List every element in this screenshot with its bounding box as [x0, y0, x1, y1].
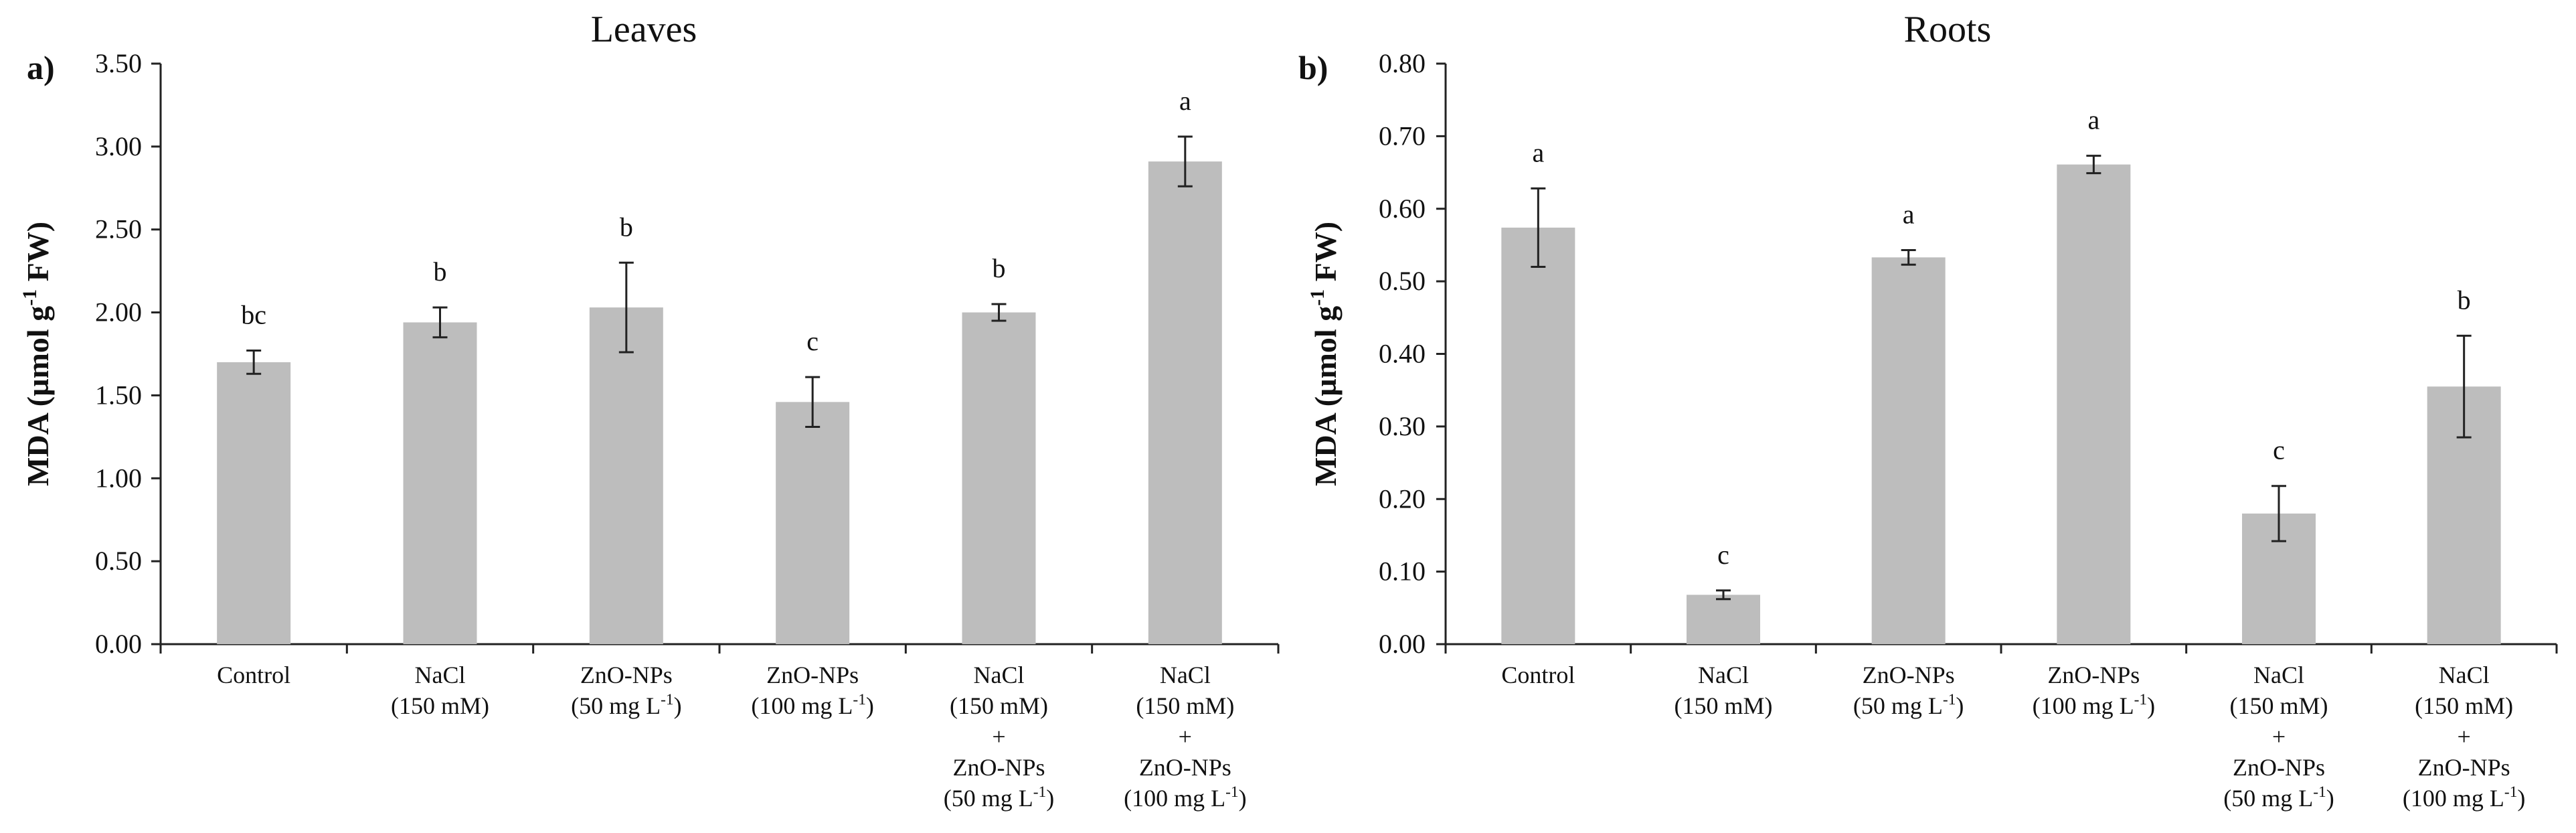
y-tick-label: 0.40 [1379, 339, 1426, 369]
significance-letter: a [1532, 137, 1544, 167]
category-label: Control [217, 662, 290, 688]
y-axis-label: MDA (µmol g-1 FW) [19, 222, 55, 486]
bar[interactable] [1501, 227, 1575, 644]
bar[interactable] [403, 322, 477, 644]
y-tick-label: 0.00 [1379, 629, 1426, 659]
bar[interactable] [589, 307, 663, 644]
y-tick-label: 0.50 [1379, 266, 1426, 296]
significance-letter: bc [241, 300, 266, 330]
significance-letter: b [434, 256, 447, 287]
y-tick-label: 0.60 [1379, 194, 1426, 224]
panel-label: b) [1298, 49, 1328, 86]
significance-letter: a [1903, 200, 1915, 230]
y-tick-label: 1.50 [95, 380, 142, 410]
y-tick-label: 0.20 [1379, 483, 1426, 514]
significance-letter: b [2458, 285, 2471, 315]
y-tick-label: 0.10 [1379, 556, 1426, 587]
category-label: NaCl (150 mM) + ZnO-NPs (100 mg L-1) [2403, 662, 2525, 812]
category-label: ZnO-NPs (100 mg L-1) [751, 662, 873, 719]
y-tick-label: 0.50 [95, 546, 142, 576]
significance-letter: b [620, 212, 633, 242]
y-tick-label: 3.00 [95, 131, 142, 161]
chart-title: Leaves [591, 9, 697, 50]
significance-letter: c [1717, 540, 1729, 570]
y-tick-label: 1.00 [95, 463, 142, 493]
bar[interactable] [962, 312, 1036, 644]
significance-letter: a [1179, 86, 1191, 116]
y-tick-label: 3.50 [95, 48, 142, 78]
category-label: NaCl (150 mM) [391, 662, 489, 719]
category-label: NaCl (150 mM) + ZnO-NPs (50 mg L-1) [2223, 662, 2334, 812]
category-label: ZnO-NPs (100 mg L-1) [2033, 662, 2155, 719]
y-tick-label: 0.00 [95, 629, 142, 659]
bar[interactable] [1148, 161, 1222, 644]
significance-letter: c [806, 326, 819, 356]
category-label: ZnO-NPs (50 mg L-1) [571, 662, 681, 719]
significance-letter: a [2087, 105, 2099, 135]
bar[interactable] [2057, 164, 2131, 645]
y-axis-label: MDA (µmol g-1 FW) [1306, 222, 1343, 486]
panel-label: a) [27, 49, 55, 86]
y-tick-label: 2.50 [95, 214, 142, 244]
leaves-chart: Leaves a) MDA (µmol g-1 FW) 0.00 0.50 1.00 1.5… [19, 9, 1280, 812]
chart-title: Roots [1904, 9, 1992, 50]
bar[interactable] [217, 362, 291, 644]
roots-chart: Roots b) MDA (µmol g-1 FW) 0.00 0.10 0.20 0.30… [1298, 9, 2558, 812]
category-label: NaCl (150 mM) [1675, 662, 1773, 719]
significance-letter: b [993, 253, 1006, 283]
category-label: ZnO-NPs (50 mg L-1) [1853, 662, 1964, 719]
y-tick-label: 0.80 [1379, 48, 1426, 78]
bar[interactable] [1687, 595, 1760, 644]
category-label: Control [1501, 662, 1575, 688]
y-tick-label: 0.70 [1379, 121, 1426, 151]
bar[interactable] [1871, 257, 1946, 645]
y-tick-label: 0.30 [1379, 411, 1426, 441]
significance-letter: c [2273, 435, 2285, 465]
category-label: NaCl (150 mM) + ZnO-NPs (100 mg L-1) [1124, 662, 1246, 812]
bar[interactable] [776, 402, 850, 644]
y-tick-label: 2.00 [95, 297, 142, 327]
category-label: NaCl (150 mM) + ZnO-NPs (50 mg L-1) [944, 662, 1054, 812]
